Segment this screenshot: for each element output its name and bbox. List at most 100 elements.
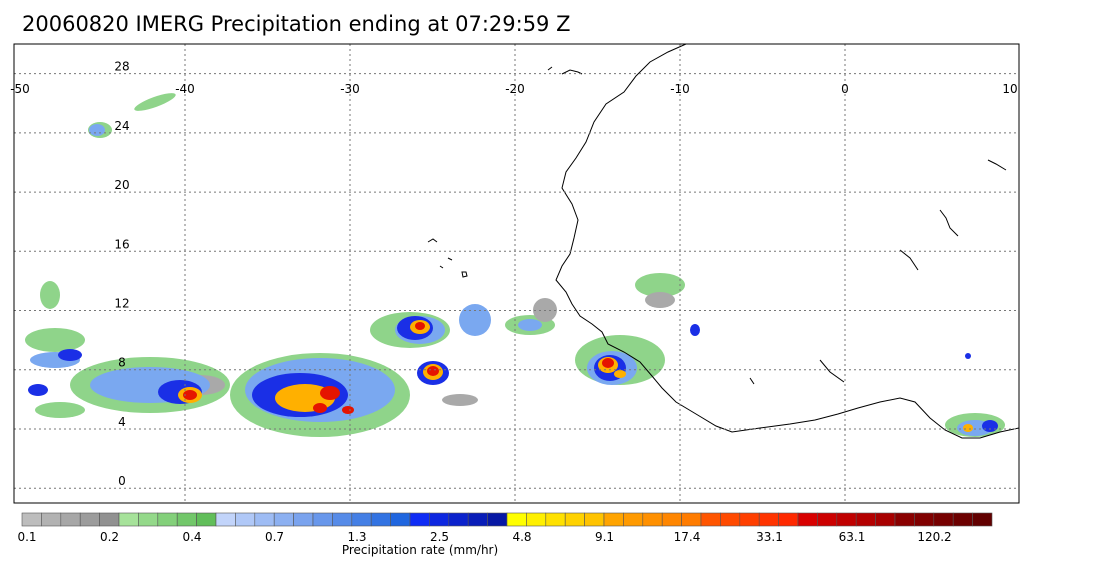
precip-cell	[427, 366, 439, 376]
precip-cell	[134, 93, 176, 111]
colorbar-swatch	[758, 512, 779, 527]
coastline	[427, 44, 1019, 439]
colorbar-swatch	[661, 512, 682, 527]
precip-cell	[415, 322, 425, 330]
precip-cell	[35, 402, 85, 418]
latitude-label: 24	[114, 119, 129, 133]
precip-cell	[982, 420, 998, 432]
colorbar-tick-label: 17.4	[674, 530, 701, 544]
precip-cell	[25, 328, 85, 352]
colorbar	[21, 512, 993, 527]
colorbar-tick-label: 2.5	[430, 530, 449, 544]
precip-cell	[28, 384, 48, 396]
colorbar-tick-label: 0.1	[17, 530, 36, 544]
colorbar-swatch	[467, 512, 488, 527]
precip-cell	[459, 304, 491, 336]
longitude-label: -10	[670, 82, 690, 96]
precip-cell	[645, 292, 675, 308]
precipitation-field	[25, 93, 1005, 437]
colorbar-swatch	[196, 512, 217, 527]
latitude-labels: 28 24 20 16 12 8 4 0	[114, 60, 129, 489]
colorbar-swatch	[293, 512, 314, 527]
colorbar-tick-label: 0.4	[182, 530, 201, 544]
colorbar-swatch	[273, 512, 294, 527]
longitude-label: 0	[841, 82, 849, 96]
colorbar-swatch	[99, 512, 120, 527]
colorbar-swatch	[176, 512, 197, 527]
colorbar-swatch	[409, 512, 430, 527]
longitude-label: -30	[340, 82, 360, 96]
colorbar-tick-labels: 0.1 0.2 0.4 0.7 1.3 2.5 4.8 9.1 17.4 33.1 63.1 120.…	[17, 530, 951, 544]
colorbar-swatch	[332, 512, 353, 527]
latitude-label: 28	[114, 60, 129, 74]
latitude-label: 20	[114, 178, 129, 192]
colorbar-tick-label: 4.8	[512, 530, 531, 544]
colorbar-swatch	[875, 512, 896, 527]
longitude-label: -20	[505, 82, 525, 96]
colorbar-swatch	[681, 512, 702, 527]
colorbar-swatch	[429, 512, 450, 527]
colorbar-swatch	[448, 512, 469, 527]
colorbar-swatch	[506, 512, 527, 527]
colorbar-label: Precipitation rate (mm/hr)	[342, 543, 498, 557]
colorbar-swatch	[545, 512, 566, 527]
precip-cell	[58, 349, 82, 361]
colorbar-swatch	[603, 512, 624, 527]
colorbar-swatch	[118, 512, 139, 527]
colorbar-swatch	[390, 512, 411, 527]
colorbar-tick-label: 0.2	[100, 530, 119, 544]
latitude-label: 16	[114, 237, 129, 251]
colorbar-swatch	[778, 512, 799, 527]
cape-verde-islands	[427, 238, 468, 278]
colorbar-tick-label: 120.2	[917, 530, 951, 544]
colorbar-swatch	[235, 512, 256, 527]
map-frame	[13, 43, 1020, 504]
colorbar-swatch	[972, 512, 993, 527]
precip-cell	[183, 390, 197, 400]
colorbar-swatch	[157, 512, 178, 527]
colorbar-swatch	[700, 512, 721, 527]
colorbar-tick-label: 1.3	[347, 530, 366, 544]
colorbar-swatch	[370, 512, 391, 527]
colorbar-swatch	[739, 512, 760, 527]
colorbar-swatch	[215, 512, 236, 527]
colorbar-swatch	[952, 512, 973, 527]
colorbar-swatch	[60, 512, 81, 527]
colorbar-swatch	[312, 512, 333, 527]
precip-cell	[533, 298, 557, 322]
colorbar-swatch	[720, 512, 741, 527]
colorbar-swatch	[41, 512, 62, 527]
colorbar-swatch	[526, 512, 547, 527]
longitude-label: 10	[1002, 82, 1017, 96]
longitude-labels: -50 -40 -30 -20 -10 0 10	[10, 82, 1017, 96]
longitude-label: -40	[175, 82, 195, 96]
africa-coastline	[555, 44, 1019, 439]
colorbar-swatch	[254, 512, 275, 527]
colorbar-swatch	[914, 512, 935, 527]
precip-cell	[963, 424, 973, 432]
precip-cell	[518, 319, 542, 331]
latitude-label: 12	[114, 297, 129, 311]
colorbar-swatch	[894, 512, 915, 527]
colorbar-tick-label: 33.1	[756, 530, 783, 544]
colorbar-tick-label: 63.1	[839, 530, 866, 544]
colorbar-swatch	[797, 512, 818, 527]
colorbar-swatch	[487, 512, 508, 527]
latitude-label: 0	[118, 474, 126, 488]
colorbar-tick-label: 9.1	[595, 530, 614, 544]
colorbar-swatch	[138, 512, 159, 527]
colorbar-swatch	[21, 512, 42, 527]
precip-cell	[40, 281, 60, 309]
precip-cell	[690, 324, 700, 336]
precip-cell	[313, 403, 327, 413]
precip-cell	[602, 358, 614, 368]
colorbar-swatch	[836, 512, 857, 527]
precip-cell	[442, 394, 478, 406]
precip-cell	[965, 353, 971, 359]
colorbar-swatch	[351, 512, 372, 527]
colorbar-swatch	[855, 512, 876, 527]
latitude-label: 8	[118, 356, 126, 370]
colorbar-swatch	[584, 512, 605, 527]
colorbar-swatch	[623, 512, 644, 527]
